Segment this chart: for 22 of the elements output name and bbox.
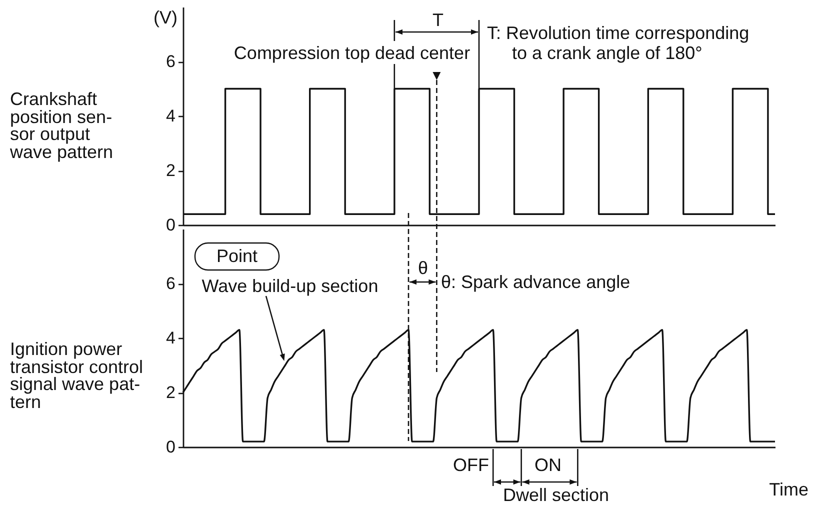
annotation: θ [418, 258, 428, 278]
y-axis-title: (V) [154, 8, 178, 28]
annotation: T [432, 10, 444, 30]
text: Crankshaft position sen- sor output wave pattern [10, 89, 114, 162]
annotation: θ: Spark advance angle [441, 272, 630, 292]
y-tick-label: 6 [166, 52, 176, 71]
y-tick-label: 2 [166, 383, 176, 402]
y-tick-label: 4 [166, 106, 176, 126]
text: ON [534, 455, 562, 475]
annotation: Compression top dead center [234, 43, 470, 63]
annotation: T: Revolution time corresponding to a crank angle of 180° [487, 23, 750, 63]
y-tick-label: 2 [166, 161, 176, 180]
annotation: Point [216, 246, 258, 266]
y-tick-label: 6 [166, 274, 176, 293]
y-tick-label: 0 [166, 438, 176, 456]
text: Dwell section [503, 485, 610, 505]
annotation: Wave build-up section [202, 276, 378, 296]
y-tick-label: 0 [166, 216, 176, 234]
y-tick-label: 4 [166, 328, 176, 348]
x-axis-title: Time [769, 480, 808, 500]
text: Ignition power transistor control signal wave pat- tern [10, 339, 144, 412]
text: OFF [453, 455, 489, 475]
